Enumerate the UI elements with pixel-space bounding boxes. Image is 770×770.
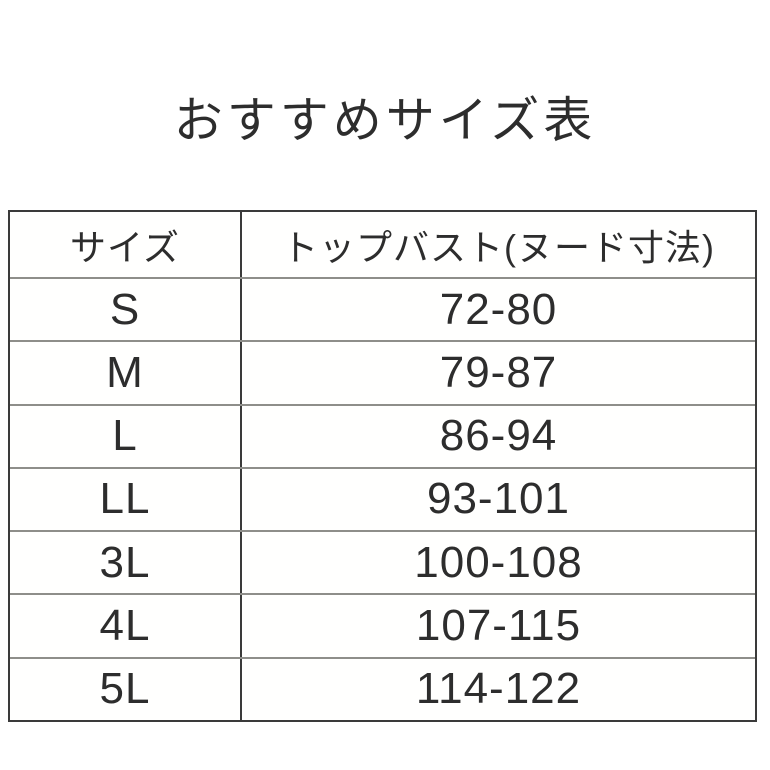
bust-range-cell: 114-122	[240, 658, 755, 720]
page-title: おすすめサイズ表	[173, 94, 597, 148]
bust-range-cell: 86-94	[240, 405, 755, 467]
table-header-row: サイズ トップバスト(ヌード寸法)	[10, 212, 755, 277]
bust-column-header: トップバスト(ヌード寸法)	[240, 212, 755, 277]
size-cell: S	[109, 284, 141, 334]
bust-range-cell: 79-87	[240, 342, 755, 404]
size-cell: 4L	[99, 601, 151, 651]
size-cell: LL	[99, 474, 151, 524]
size-cell: M	[106, 347, 144, 397]
size-column-header: サイズ	[70, 226, 180, 268]
table-row: LL 93-101	[10, 466, 755, 531]
bust-range-cell: 107-115	[240, 595, 755, 657]
table-row: 4L 107-115	[10, 593, 755, 657]
table-row: 3L 100-108	[10, 530, 755, 594]
size-table: サイズ トップバスト(ヌード寸法) S 72-80 M 79-87 L 86-9…	[8, 210, 757, 722]
bust-range-cell: 100-108	[240, 532, 755, 594]
bust-range-cell: 93-101	[240, 468, 755, 531]
size-cell: L	[112, 411, 138, 461]
bust-range-cell: 72-80	[240, 279, 755, 341]
table-row: M 79-87	[10, 340, 755, 404]
table-row: 5L 114-122	[10, 656, 755, 720]
table-row: L 86-94	[10, 403, 755, 467]
size-cell: 5L	[99, 664, 151, 714]
size-cell: 3L	[99, 537, 151, 587]
table-row: S 72-80	[10, 277, 755, 341]
